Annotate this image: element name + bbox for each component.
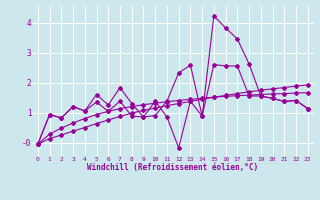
X-axis label: Windchill (Refroidissement éolien,°C): Windchill (Refroidissement éolien,°C)	[87, 163, 258, 172]
